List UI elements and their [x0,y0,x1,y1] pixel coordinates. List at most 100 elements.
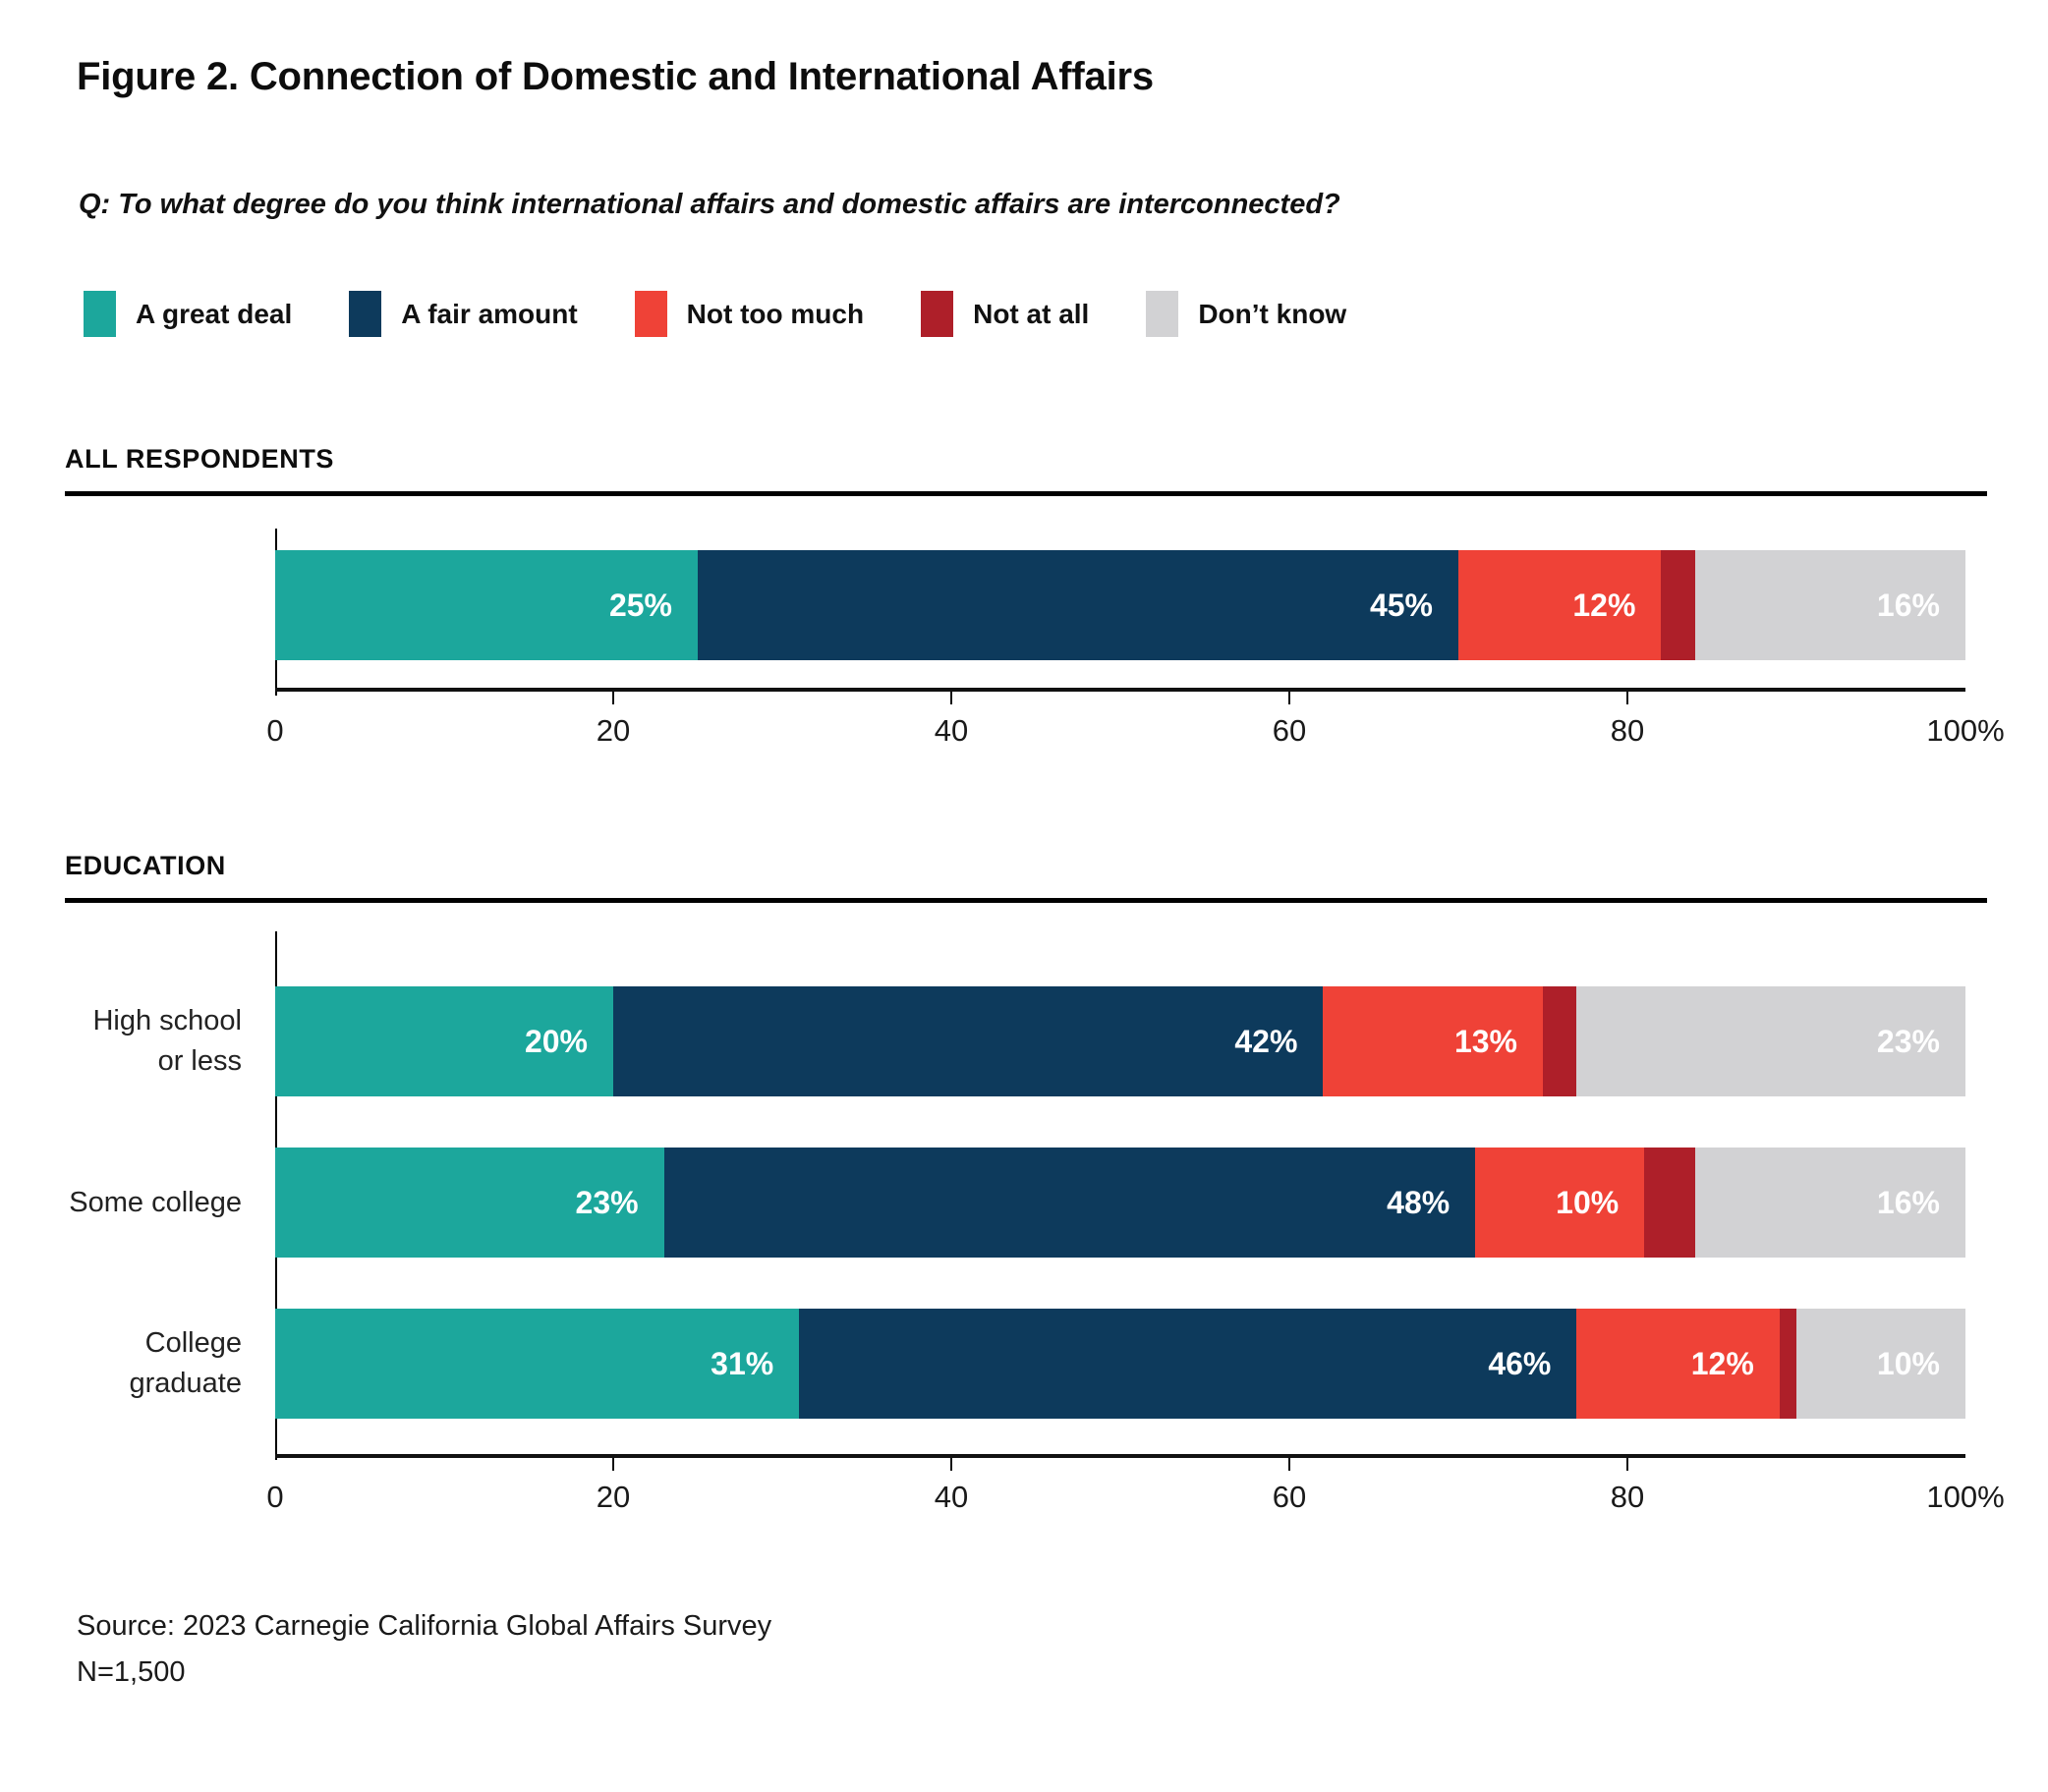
row-label: College graduate [0,1309,243,1419]
bar-value-label: 16% [1876,1184,1940,1220]
section-divider [65,898,1987,903]
education-chart: High school or less 20% 42% 13% 23% Some colle… [69,931,2005,1521]
row-label-line: Some college [69,1186,242,1218]
bar-row: Some college 23% 48% 10% 16% [69,1148,1965,1258]
all-respondents-chart: 25% 45% 12% 16% 0 20 40 60 80 100% [266,529,2005,755]
section-heading-education: EDUCATION [65,851,226,880]
legend-swatch [1146,291,1179,337]
bar-segment [1661,550,1695,660]
x-tick-labels: 0 20 40 60 80 100% [266,1480,2004,1521]
bar-segment: 16% [1694,1148,1965,1258]
bar-row: High school or less 20% 42% 13% 23% [92,986,1965,1096]
legend-item: A great deal [84,291,292,337]
legend-item: Don’t know [1146,291,1346,337]
axis-tick-label: 80 [1610,713,1645,748]
axis-tick [612,1458,614,1471]
bar-segment: 48% [663,1148,1476,1258]
bar-segment: 20% [275,986,613,1096]
source-note: Source: 2023 Carnegie California Global … [77,1603,771,1696]
bar-row: 25% 45% 12% 16% [275,550,1965,660]
axis-tick-label: 100% [1926,1480,2005,1514]
bar-value-label: 25% [608,587,672,623]
bar-segment: 25% [275,550,698,660]
legend-label: Not too much [686,298,865,329]
axis-tick-label: 0 [266,713,284,748]
axis-tick [950,692,952,704]
bar-segment: 42% [613,986,1324,1096]
bar-rows: 25% 45% 12% 16% [275,550,1965,660]
x-axis [275,688,1965,704]
axis-tick-label: 20 [596,713,631,748]
legend-swatch [921,291,954,337]
legend: A great deal A fair amount Not too much Not… [84,291,1346,337]
bar-segment: 12% [1458,550,1662,660]
axis-tick-label: 60 [1272,713,1307,748]
bar-segment: 23% [1576,986,1965,1096]
axis-tick [1288,692,1290,704]
axis-tick [1626,1458,1628,1471]
bar-value-label: 12% [1572,587,1636,623]
bar-segment: 10% [1795,1309,1965,1419]
bar-value-label: 48% [1387,1184,1451,1220]
sample-size: N=1,500 [77,1656,186,1688]
axis-tick-label: 20 [596,1480,631,1514]
bar-value-label: 20% [524,1023,588,1059]
bar-row: College graduate 31% 46% 12% 10% [130,1309,1965,1419]
bar-segment: 16% [1694,550,1965,660]
legend-item: Not too much [634,291,865,337]
bar-value-label: 42% [1234,1023,1298,1059]
legend-label: A great deal [136,298,293,329]
legend-swatch [84,291,116,337]
legend-swatch [349,291,382,337]
bar-segment: 12% [1576,1309,1780,1419]
bar-segment: 23% [275,1148,664,1258]
row-label: Some college [0,1148,242,1258]
bar-segment: 13% [1323,986,1543,1096]
bar-value-label: 10% [1556,1184,1620,1220]
legend-label: Don’t know [1198,298,1347,329]
legend-label: A fair amount [401,298,578,329]
bar-value-label: 10% [1876,1345,1940,1381]
axis-tick-label: 40 [934,713,969,748]
legend-label: Not at all [973,298,1090,329]
axis-tick-label: 60 [1272,1480,1307,1514]
legend-item: A fair amount [349,291,578,337]
section-divider [65,491,1987,496]
x-tick-labels: 0 20 40 60 80 100% [266,713,2004,755]
survey-question: Q: To what degree do you think internati… [79,189,1340,220]
bar-segment [1542,986,1577,1096]
axis-tick-label: 100% [1926,713,2005,748]
row-label-line: graduate [129,1368,243,1399]
source-line: Source: 2023 Carnegie California Global … [77,1610,772,1642]
bar-segment [1779,1309,1796,1419]
bar-value-label: 45% [1369,587,1433,623]
axis-tick-label: 80 [1610,1480,1645,1514]
bar-value-label: 46% [1488,1345,1552,1381]
row-label-line: or less [157,1045,242,1077]
legend-swatch [634,291,667,337]
axis-tick [612,692,614,704]
bar-segment: 31% [275,1309,800,1419]
bar-value-label: 16% [1876,587,1940,623]
bar-value-label: 23% [575,1184,639,1220]
bar-value-label: 23% [1876,1023,1940,1059]
axis-tick-label: 0 [266,1480,284,1514]
bar-segment: 46% [799,1309,1577,1419]
axis-tick-label: 40 [934,1480,969,1514]
bar-segment [1644,1148,1695,1258]
bar-rows: High school or less 20% 42% 13% 23% Some colle… [69,986,1965,1419]
legend-item: Not at all [921,291,1089,337]
row-label: High school or less [0,986,242,1096]
x-axis [275,1454,1965,1471]
axis-tick [1626,692,1628,704]
row-label-line: College [144,1327,242,1359]
axis-tick [1288,1458,1290,1471]
section-heading-all-respondents: ALL RESPONDENTS [65,444,335,474]
bar-value-label: 13% [1453,1023,1517,1059]
figure-title: Figure 2. Connection of Domestic and Int… [77,55,1154,98]
bar-segment: 10% [1475,1148,1645,1258]
axis-tick [950,1458,952,1471]
bar-segment: 45% [698,550,1458,660]
bar-value-label: 12% [1690,1345,1754,1381]
row-label-line: High school [92,1005,242,1036]
